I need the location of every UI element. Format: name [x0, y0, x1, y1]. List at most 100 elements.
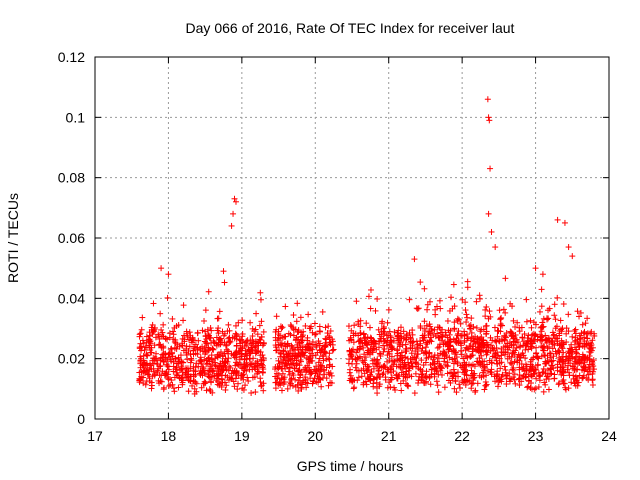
- data-point: [428, 338, 435, 345]
- x-tick-label: 23: [528, 428, 544, 444]
- data-point: [222, 386, 229, 393]
- data-point: [202, 379, 209, 386]
- data-point: [360, 331, 367, 338]
- data-point: [248, 344, 255, 351]
- data-point: [198, 360, 205, 367]
- data-point: [175, 384, 182, 391]
- data-point: [157, 310, 164, 317]
- data-point: [512, 339, 519, 346]
- data-point: [380, 370, 387, 377]
- data-point: [438, 371, 445, 378]
- data-point: [168, 349, 175, 356]
- data-point: [148, 379, 155, 386]
- data-point: [559, 378, 566, 385]
- data-point: [160, 321, 167, 328]
- data-point: [238, 365, 245, 372]
- data-point: [380, 348, 387, 355]
- data-point: [524, 340, 531, 347]
- data-point: [189, 382, 196, 389]
- data-point: [376, 331, 383, 338]
- data-point: [136, 379, 143, 386]
- data-point: [143, 352, 150, 359]
- data-point: [163, 368, 170, 375]
- data-point: [451, 369, 458, 376]
- data-point: [307, 344, 314, 351]
- data-point: [520, 342, 527, 349]
- data-point: [293, 336, 300, 343]
- data-point: [575, 343, 582, 350]
- data-point: [146, 375, 153, 382]
- data-point: [211, 372, 218, 379]
- data-point: [445, 377, 452, 384]
- data-point: [370, 365, 377, 372]
- data-point: [345, 323, 352, 330]
- data-point: [172, 340, 179, 347]
- data-point: [162, 355, 169, 362]
- data-point: [497, 315, 504, 322]
- data-point: [277, 353, 284, 360]
- data-point: [571, 367, 578, 374]
- data-point: [167, 381, 174, 388]
- data-point: [214, 315, 221, 322]
- data-point: [418, 357, 425, 364]
- data-point: [492, 337, 499, 344]
- data-point: [208, 327, 215, 334]
- data-point: [364, 342, 371, 349]
- data-point: [494, 368, 501, 375]
- data-point: [225, 355, 232, 362]
- data-point: [433, 378, 440, 385]
- data-point: [552, 348, 559, 355]
- data-point: [222, 359, 229, 366]
- data-point: [233, 369, 240, 376]
- data-point: [412, 370, 419, 377]
- data-point: [421, 318, 428, 325]
- data-point: [327, 370, 334, 377]
- data-point: [208, 339, 215, 346]
- data-point: [202, 339, 209, 346]
- data-point: [510, 317, 517, 324]
- data-point: [482, 382, 489, 389]
- data-point: [415, 377, 422, 384]
- data-point: [218, 376, 225, 383]
- data-point: [521, 330, 528, 337]
- data-point: [295, 350, 302, 357]
- data-point: [140, 340, 147, 347]
- data-point: [225, 377, 232, 384]
- data-point: [282, 343, 289, 350]
- data-point: [160, 358, 167, 365]
- data-point: [390, 337, 397, 344]
- data-point: [397, 324, 404, 331]
- data-point: [501, 332, 508, 339]
- data-point: [293, 318, 300, 325]
- data-point: [199, 364, 206, 371]
- data-point: [540, 365, 547, 372]
- data-point: [462, 353, 469, 360]
- data-point: [303, 384, 310, 391]
- data-point: [145, 337, 152, 344]
- data-point: [522, 346, 529, 353]
- data-point: [451, 385, 458, 392]
- data-point: [471, 374, 478, 381]
- data-point: [395, 337, 402, 344]
- data-point: [456, 381, 463, 388]
- data-point: [235, 361, 242, 368]
- data-point: [249, 366, 256, 373]
- data-point: [220, 332, 227, 339]
- data-point: [227, 338, 234, 345]
- data-point: [359, 357, 366, 364]
- data-point: [288, 375, 295, 382]
- data-point: [190, 347, 197, 354]
- data-point: [304, 337, 311, 344]
- data-point: [383, 332, 390, 339]
- data-point: [307, 371, 314, 378]
- data-point: [174, 369, 181, 376]
- data-point: [581, 328, 588, 335]
- data-point: [398, 387, 405, 394]
- data-point: [435, 389, 442, 396]
- outlier-point: [492, 244, 499, 251]
- data-point: [376, 363, 383, 370]
- outlier-point: [554, 216, 561, 223]
- data-point: [295, 387, 302, 394]
- data-point: [562, 386, 569, 393]
- data-point: [280, 356, 287, 363]
